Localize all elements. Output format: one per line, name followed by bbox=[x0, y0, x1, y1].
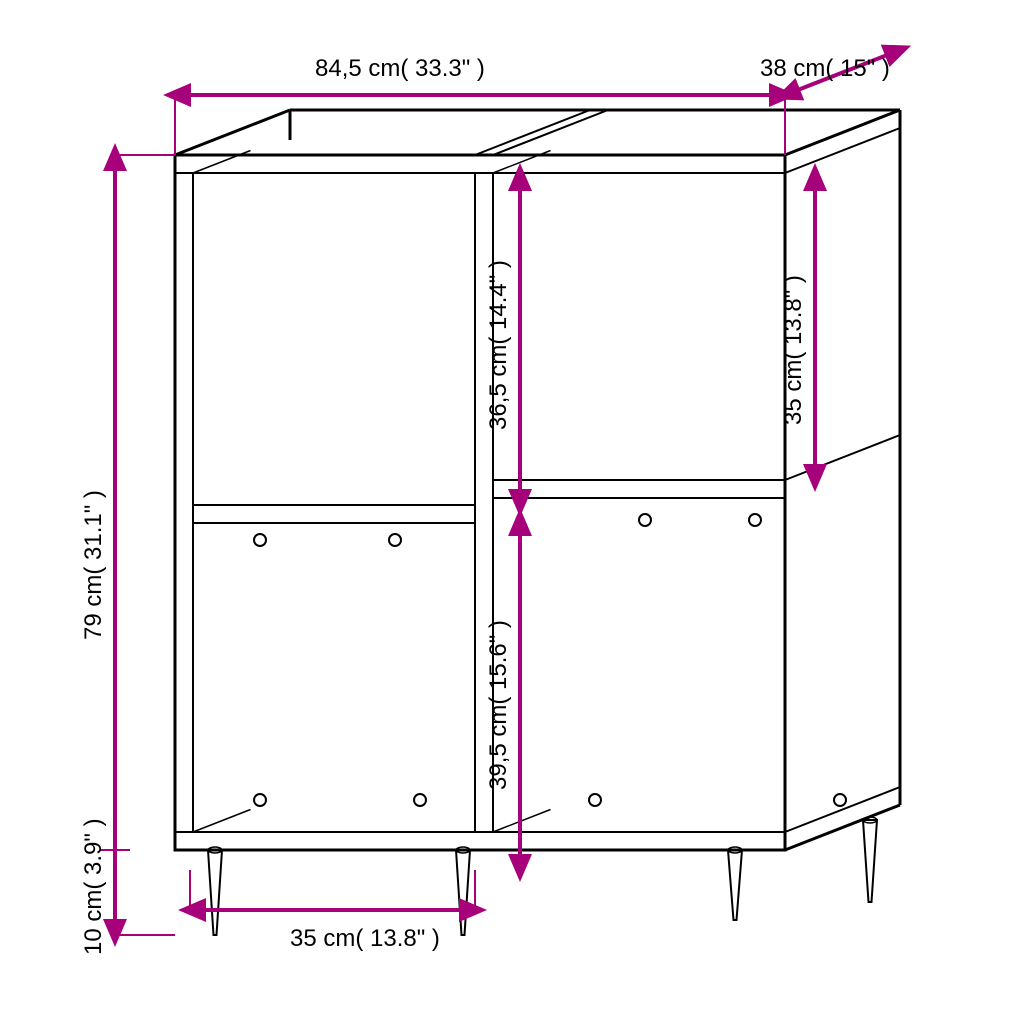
dim-label-inner_bot_w: 35 cm( 13.8" ) bbox=[290, 925, 440, 953]
dim-label-inner_top_h: 36,5 cm( 14.4" ) bbox=[485, 260, 513, 430]
dim-label-height_left: 79 cm( 31.1" ) bbox=[80, 490, 108, 640]
dim-label-depth_top: 38 cm( 15" ) bbox=[760, 55, 890, 83]
dim-label-leg_left: 10 cm( 3.9" ) bbox=[80, 818, 108, 955]
dim-label-width_top: 84,5 cm( 33.3" ) bbox=[315, 55, 485, 83]
dim-label-inner_right_h: 35 cm( 13.8" ) bbox=[780, 275, 808, 425]
dim-label-inner_bot_h: 39,5 cm( 15.6" ) bbox=[485, 620, 513, 790]
